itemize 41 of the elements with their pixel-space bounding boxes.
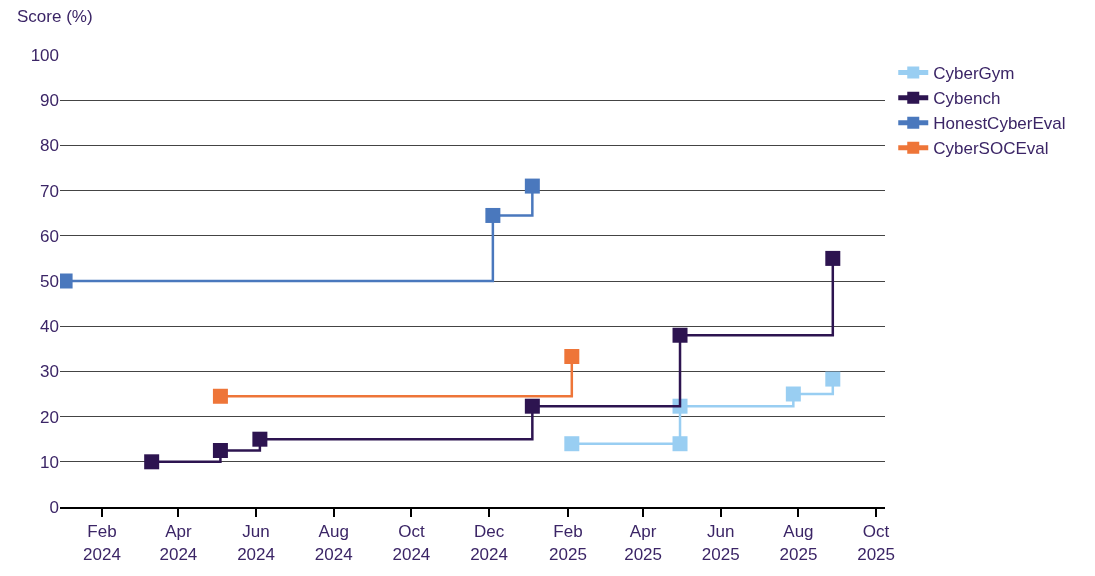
- y-axis-title: Score (%): [17, 7, 93, 26]
- x-tick-label: Apr 2024: [159, 522, 198, 564]
- point: [785, 386, 801, 402]
- point: [672, 436, 688, 452]
- y-tick-label: 60: [40, 226, 59, 246]
- x-tick-label: Feb 2025: [549, 522, 587, 564]
- point: [144, 454, 160, 470]
- x-tick-label: Jun 2025: [701, 522, 740, 564]
- x-tick-label: Aug 2025: [779, 522, 818, 564]
- x-tick-label: Oct 2024: [392, 522, 431, 564]
- y-tick-label: 70: [40, 181, 59, 201]
- point: [564, 348, 580, 364]
- y-tick-label: 80: [40, 136, 59, 156]
- y-tick-label: 20: [40, 407, 59, 427]
- y-tick-label: 0: [49, 497, 59, 517]
- point: [825, 250, 841, 266]
- x-tick-label: Jun 2024: [237, 522, 275, 564]
- point: [524, 398, 540, 414]
- x-tick-label: Apr 2025: [624, 522, 663, 564]
- x-tick-label: Oct 2025: [857, 522, 895, 564]
- point: [672, 327, 688, 343]
- x-tick-label: Feb 2024: [83, 522, 121, 564]
- x-tick-label: Dec 2024: [470, 522, 508, 564]
- legend-label: Cybench: [933, 89, 1001, 109]
- y-tick-label: 50: [40, 271, 59, 291]
- point: [485, 207, 501, 223]
- y-tick-label: 100: [30, 45, 59, 65]
- point: [252, 431, 268, 447]
- legend-label: CyberSOCEval: [933, 139, 1049, 159]
- x-tick-label: Aug 2024: [314, 522, 353, 564]
- point: [564, 436, 580, 452]
- y-tick-label: 40: [40, 317, 59, 337]
- legend-label: CyberGym: [933, 64, 1015, 84]
- point: [212, 443, 228, 458]
- y-tick-label: 10: [40, 452, 59, 472]
- point: [825, 371, 841, 387]
- y-tick-label: 30: [40, 362, 59, 382]
- point: [524, 178, 540, 194]
- point: [212, 388, 228, 404]
- y-tick-label: 90: [40, 91, 59, 111]
- legend-label: HonestCyberEval: [933, 114, 1066, 134]
